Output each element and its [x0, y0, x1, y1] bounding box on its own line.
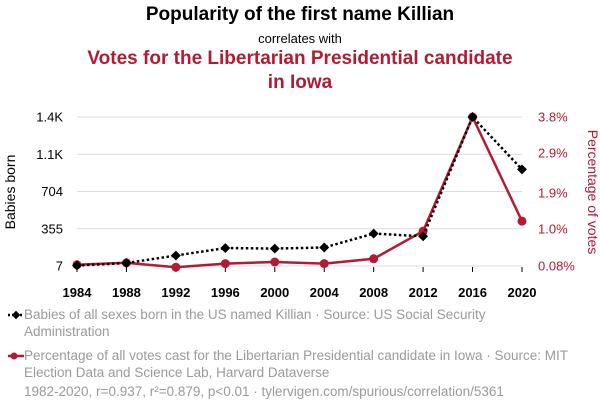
right-tick-label: 2.9%	[538, 146, 568, 161]
chart-title: Popularity of the first name Killian	[145, 4, 455, 25]
legend-swatch-babies	[8, 310, 24, 320]
series-votes-point	[171, 262, 181, 272]
series-votes-point	[319, 259, 329, 269]
x-tick-label: 2004	[310, 285, 340, 300]
x-tick-label: 2020	[508, 285, 537, 300]
series-babies-point	[170, 250, 181, 261]
legend-swatch-votes	[8, 352, 24, 360]
series-babies-point	[418, 231, 429, 242]
x-tick-label: 1984	[63, 285, 93, 300]
left-axis-ticks: 7 355 704 1.1K 1.4K	[36, 110, 63, 274]
grid-lines	[77, 116, 522, 267]
series-votes-point	[270, 257, 280, 267]
x-tick-label: 1988	[112, 285, 141, 300]
line-chart: 7 355 704 1.1K 1.4K 0.08% 1.0% 1.9% 2.9% 3.8% 19…	[2, 110, 600, 301]
chart-connector: correlates with	[258, 31, 342, 46]
series-votes	[72, 112, 527, 272]
series-babies-point	[368, 228, 379, 239]
right-tick-label: 3.8%	[538, 110, 568, 125]
x-tick-label: 1992	[161, 285, 190, 300]
legend-item-babies: Babies of all sexes born in the US named…	[8, 306, 568, 340]
right-tick-label: 0.08%	[538, 259, 575, 274]
series-babies-point	[517, 164, 527, 175]
series-votes-point	[517, 216, 527, 226]
series-babies-point	[467, 112, 478, 122]
legend-item-votes: Percentage of all votes cast for the Lib…	[8, 347, 568, 381]
x-tick-label: 2016	[458, 285, 487, 300]
left-tick-label: 1.1K	[36, 147, 63, 162]
series-votes-line	[76, 115, 524, 269]
series-babies-point	[319, 242, 330, 253]
chart-subtitle: Votes for the Libertarian Presidential c…	[87, 48, 513, 93]
left-axis-label: Babies born	[2, 155, 18, 230]
left-tick-label: 355	[41, 221, 63, 236]
x-axis-ticks: 1984 1988 1992 1996 2000 2004 2008 2012 2016 2020	[63, 267, 537, 300]
right-tick-label: 1.0%	[538, 222, 568, 237]
stats-footer: 1982-2020, r=0.937, r²=0.879, p<0.01 · t…	[24, 384, 504, 399]
left-tick-label: 704	[41, 184, 63, 199]
series-babies-point	[220, 243, 231, 253]
left-tick-label: 7	[56, 259, 63, 274]
legend-text-votes: Percentage of all votes cast for the Lib…	[24, 348, 568, 380]
x-tick-label: 1996	[211, 285, 240, 300]
right-axis-label: Percentage of votes	[585, 130, 600, 255]
left-tick-label: 1.4K	[36, 110, 63, 125]
series-babies-point	[269, 243, 280, 254]
x-tick-label: 2012	[409, 285, 438, 300]
x-tick-label: 2008	[359, 285, 388, 300]
right-axis-ticks: 0.08% 1.0% 1.9% 2.9% 3.8%	[538, 110, 575, 274]
right-tick-label: 1.9%	[538, 186, 568, 201]
series-votes-point	[369, 254, 379, 264]
legend-text-babies: Babies of all sexes born in the US named…	[24, 307, 486, 339]
series-votes-point	[220, 259, 230, 269]
x-tick-label: 2000	[260, 285, 289, 300]
